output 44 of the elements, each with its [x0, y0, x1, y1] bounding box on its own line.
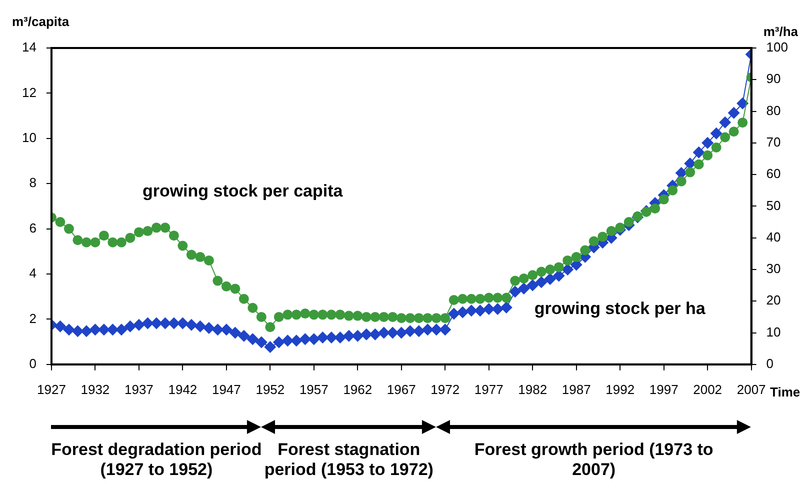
y-tick-label: 2 — [29, 310, 36, 326]
y2-tick-label: 90 — [766, 71, 781, 86]
x-tick-label: 1977 — [474, 382, 504, 397]
y2-tick-label: 60 — [766, 166, 781, 182]
y2-axis-title: m³/ha — [763, 24, 799, 39]
y2-tick-label: 30 — [766, 261, 781, 276]
y-tick-label: 10 — [22, 130, 36, 145]
y-tick-label: 14 — [22, 40, 36, 55]
y2-tick-label: 40 — [766, 229, 781, 244]
x-tick-label: 1982 — [518, 382, 548, 397]
y-tick-label: 8 — [29, 175, 36, 190]
x-tick-label: 2007 — [736, 382, 766, 397]
text: Forest stagnation period (1953 to 1972) — [264, 440, 434, 479]
text: Forest degradation period (1927 to 1952) — [51, 440, 262, 479]
y-tick-label: 12 — [22, 84, 36, 100]
y-tick-label: 4 — [29, 266, 36, 281]
x-tick-label: 1992 — [606, 382, 635, 397]
x-tick-label: 1932 — [80, 382, 110, 397]
x-tick-label: 1987 — [562, 382, 591, 397]
text: Forest growth period (1973 to 2007) — [474, 440, 714, 480]
y-tick-label: 6 — [29, 220, 36, 236]
y-axis-title: m³/capita — [12, 14, 70, 29]
series-label: growing stock per capita — [142, 182, 344, 201]
y2-tick-label: 20 — [766, 292, 781, 308]
y2-tick-label: 100 — [766, 40, 788, 55]
x-tick-label: 1952 — [256, 382, 285, 397]
x-tick-label: 1957 — [299, 382, 328, 397]
x-tick-label: 1947 — [212, 382, 241, 397]
x-tick-label: 1937 — [124, 382, 154, 397]
x-tick-label: 1967 — [386, 382, 416, 397]
x-tick-label: 1927 — [37, 382, 66, 397]
y-tick-label: 0 — [29, 356, 36, 371]
x-axis-title: Time — [770, 384, 800, 400]
x-tick-label: 1972 — [430, 382, 460, 397]
series-label: growing stock per ha — [534, 298, 706, 318]
y2-tick-label: 70 — [766, 134, 781, 150]
x-tick-label: 1942 — [168, 382, 198, 397]
x-tick-label: 1962 — [343, 382, 372, 397]
y2-tick-label: 0 — [766, 356, 774, 371]
y2-tick-label: 50 — [766, 198, 781, 213]
y2-tick-label: 80 — [766, 102, 781, 118]
y2-tick-label: 10 — [766, 324, 781, 340]
x-tick-label: 1997 — [649, 382, 678, 397]
x-tick-label: 2002 — [693, 382, 722, 397]
